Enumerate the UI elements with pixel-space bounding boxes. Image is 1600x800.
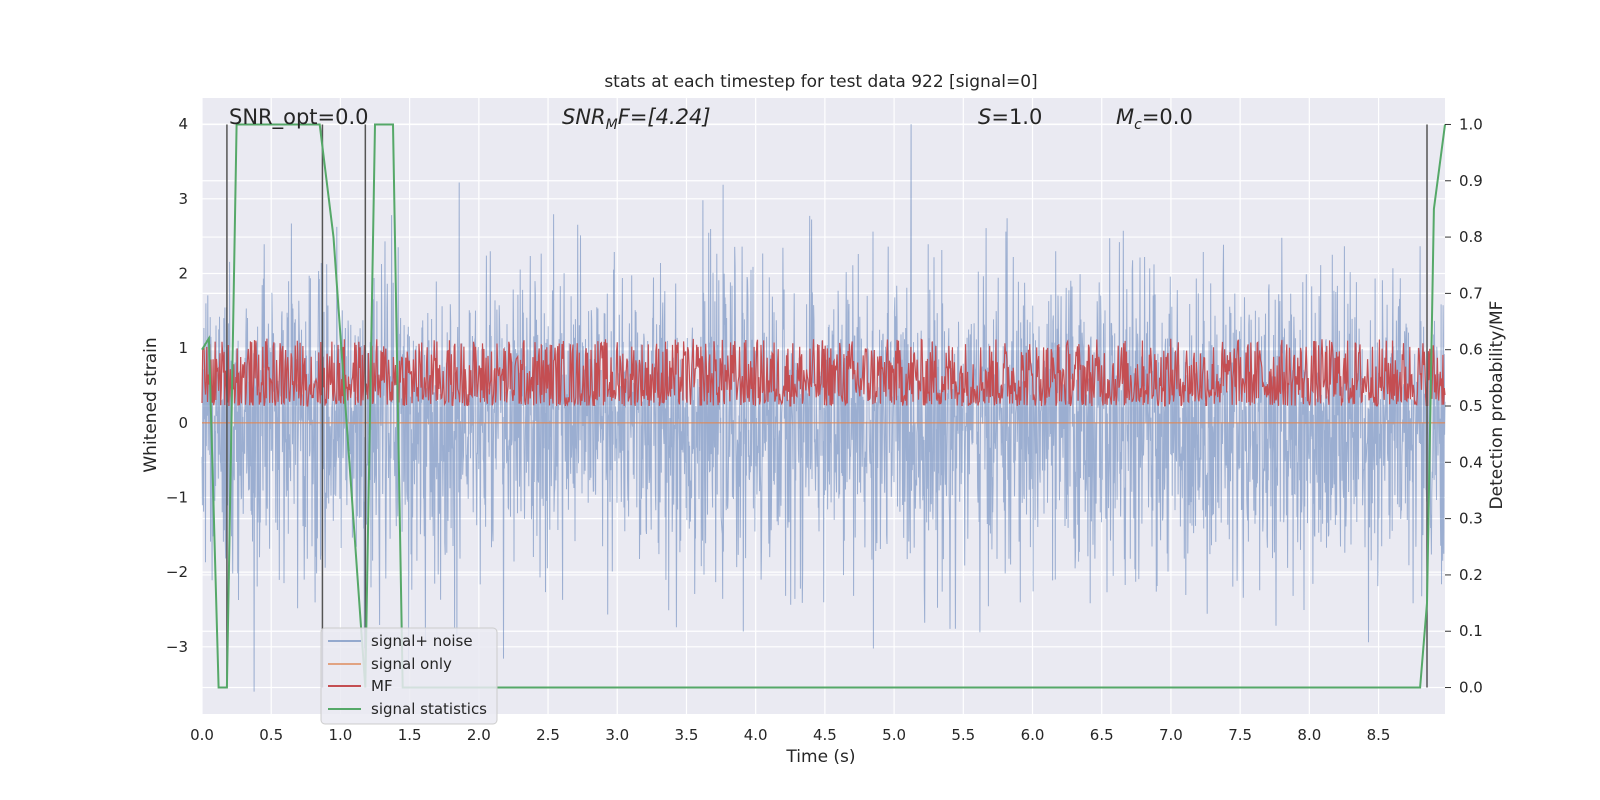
y-axis-label: Whitened strain <box>141 337 161 472</box>
x-tick-label: 4.0 <box>744 726 768 744</box>
mf-series <box>201 338 1446 407</box>
chart-title: stats at each timestep for test data 922… <box>604 72 1037 92</box>
y-right-tick-label: 0.6 <box>1459 341 1483 359</box>
y-tick-label: −2 <box>166 563 188 581</box>
legend-label-signal-only: signal only <box>371 655 452 673</box>
y-right-tick-label: 0.3 <box>1459 510 1483 528</box>
y-tick-label: −3 <box>166 638 188 656</box>
y-right-tick-labels: 1.0 0.9 0.8 0.7 0.6 0.5 0.4 0.3 0.2 0.1 0.0 <box>1445 115 1483 697</box>
legend-label-signal-statistics: signal statistics <box>371 700 487 718</box>
x-tick-label: 5.0 <box>882 726 906 744</box>
signal-noise-series <box>201 124 1446 692</box>
y-right-tick-label: 0.0 <box>1459 679 1483 697</box>
x-tick-label: 2.5 <box>536 726 560 744</box>
x-tick-labels: 0.0 0.5 1.0 1.5 2.0 2.5 3.0 3.5 4.0 4.5 5.0 5.5 6.0 6… <box>190 726 1390 744</box>
annotation-s: S=1.0 <box>978 105 1042 129</box>
legend-label-mf: MF <box>371 677 393 695</box>
x-tick-label: 0.0 <box>190 726 214 744</box>
legend-frame <box>320 627 498 725</box>
y-right-tick-label: 1.0 <box>1459 115 1483 133</box>
y-tick-label: 4 <box>178 115 188 133</box>
y-tick-label: −1 <box>166 488 188 506</box>
y-right-tick-label: 0.9 <box>1459 172 1483 190</box>
x-tick-label: 6.0 <box>1021 726 1045 744</box>
x-tick-label: 5.5 <box>951 726 975 744</box>
legend: signal+ noise signal only MF signal stat… <box>320 627 498 725</box>
y-right-tick-label: 0.7 <box>1459 284 1483 302</box>
annotation-snr-opt: SNR_opt=0.0 <box>229 105 369 130</box>
y-right-axis-label: Detection probability/MF <box>1487 301 1507 510</box>
x-tick-label: 7.0 <box>1159 726 1183 744</box>
y-right-tick-label: 0.2 <box>1459 566 1483 584</box>
x-tick-label: 2.0 <box>467 726 491 744</box>
annotation-mc: Mc=0.0 <box>1116 105 1193 133</box>
y-right-tick-label: 0.4 <box>1459 453 1483 471</box>
y-right-tick-label: 0.8 <box>1459 228 1483 246</box>
y-right-tick-label: 0.1 <box>1459 622 1483 640</box>
x-tick-label: 1.0 <box>328 726 352 744</box>
y-tick-label: 0 <box>178 414 188 432</box>
mf-line <box>201 338 1446 407</box>
x-tick-label: 3.5 <box>675 726 699 744</box>
x-tick-label: 7.5 <box>1228 726 1252 744</box>
y-tick-label: 3 <box>178 190 188 208</box>
x-tick-label: 0.5 <box>259 726 283 744</box>
y-right-tick-label: 0.5 <box>1459 397 1483 415</box>
y-tick-labels: 4 3 2 1 0 −1 −2 −3 <box>166 115 188 656</box>
y-tick-label: 2 <box>178 264 188 282</box>
x-tick-label: 8.5 <box>1367 726 1391 744</box>
x-axis-label: Time (s) <box>785 747 855 767</box>
x-tick-label: 4.5 <box>813 726 837 744</box>
legend-label-signal-noise: signal+ noise <box>371 632 473 650</box>
x-tick-label: 1.5 <box>398 726 422 744</box>
annotation-snr-mf: SNRMF=[4.24] <box>562 105 711 133</box>
x-tick-label: 6.5 <box>1090 726 1114 744</box>
x-tick-label: 3.0 <box>605 726 629 744</box>
signal-noise-line <box>201 124 1446 692</box>
y-tick-label: 1 <box>178 339 188 357</box>
x-tick-label: 8.0 <box>1297 726 1321 744</box>
